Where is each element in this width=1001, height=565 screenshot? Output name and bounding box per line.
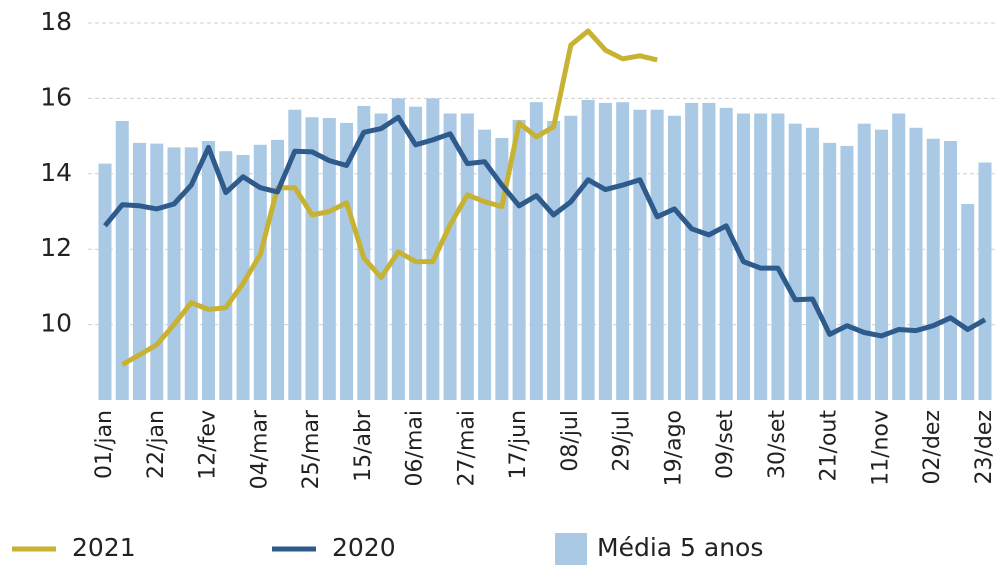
y-tick-label: 14 xyxy=(40,158,72,187)
bar xyxy=(788,123,802,400)
bar xyxy=(253,144,267,400)
bar xyxy=(443,113,457,400)
bar xyxy=(409,106,423,400)
x-tick-label: 30/set xyxy=(765,410,790,479)
x-tick-label: 23/dez xyxy=(972,410,997,484)
bar xyxy=(340,122,354,400)
bar xyxy=(98,163,112,400)
bar xyxy=(892,113,906,400)
bar xyxy=(961,203,975,400)
bar xyxy=(167,147,181,400)
bar xyxy=(650,109,664,401)
bar xyxy=(202,141,216,400)
x-tick-label: 11/nov xyxy=(868,410,893,486)
x-tick-label: 15/abr xyxy=(351,409,376,482)
x-tick-label: 17/jun xyxy=(506,410,531,479)
y-tick-label: 18 xyxy=(40,7,72,36)
bar xyxy=(564,115,578,400)
bar xyxy=(374,113,388,400)
x-tick-label: 22/jan xyxy=(144,410,169,479)
bar xyxy=(219,151,233,400)
bar xyxy=(771,113,785,400)
bar xyxy=(581,99,595,401)
x-tick-label: 21/out xyxy=(817,410,842,482)
bar xyxy=(926,138,940,400)
legend-label: 2021 xyxy=(72,533,136,562)
bar xyxy=(719,107,733,400)
bar xyxy=(305,117,319,400)
bar xyxy=(478,129,492,401)
bar xyxy=(115,121,129,401)
x-tick-label: 06/mai xyxy=(403,410,428,486)
line xyxy=(103,114,987,339)
bar xyxy=(667,115,681,400)
x-tick-label: 04/mar xyxy=(247,409,272,489)
bar xyxy=(685,102,699,400)
x-tick-label: 09/set xyxy=(713,410,738,479)
legend-label: Média 5 anos xyxy=(597,533,763,562)
line xyxy=(121,28,658,367)
x-tick-label: 12/fev xyxy=(196,410,221,480)
bar xyxy=(512,119,526,400)
bar xyxy=(391,98,405,401)
bar xyxy=(150,143,164,400)
y-tick-label: 16 xyxy=(40,82,72,111)
bar xyxy=(616,102,630,401)
bar xyxy=(943,141,957,400)
bar xyxy=(547,121,561,401)
legend-swatch xyxy=(555,533,587,565)
bar xyxy=(236,154,250,400)
x-tick-label: 08/jul xyxy=(558,410,583,472)
legend-label: 2020 xyxy=(332,533,396,562)
bar xyxy=(426,98,440,401)
x-tick-label: 02/dez xyxy=(920,410,945,484)
x-tick-label: 27/mai xyxy=(454,410,479,486)
bar xyxy=(857,123,871,400)
bar xyxy=(598,102,612,400)
bar xyxy=(978,162,992,400)
x-tick-label: 01/jan xyxy=(92,410,117,479)
bar xyxy=(702,102,716,400)
x-tick-label: 29/jul xyxy=(610,410,635,472)
y-tick-label: 12 xyxy=(40,233,72,262)
y-tick-label: 10 xyxy=(40,309,72,338)
bar xyxy=(460,113,474,400)
bar xyxy=(840,145,854,400)
x-tick-label: 25/mar xyxy=(299,409,324,489)
bar xyxy=(529,102,543,401)
bar xyxy=(805,127,819,400)
bar xyxy=(874,129,888,401)
bar xyxy=(633,109,647,401)
x-tick-label: 19/ago xyxy=(661,410,686,486)
bar xyxy=(322,118,336,400)
bar xyxy=(288,109,302,401)
bar xyxy=(133,142,147,401)
bar xyxy=(184,147,198,400)
bar xyxy=(909,127,923,400)
bar xyxy=(823,142,837,401)
bar xyxy=(754,113,768,400)
